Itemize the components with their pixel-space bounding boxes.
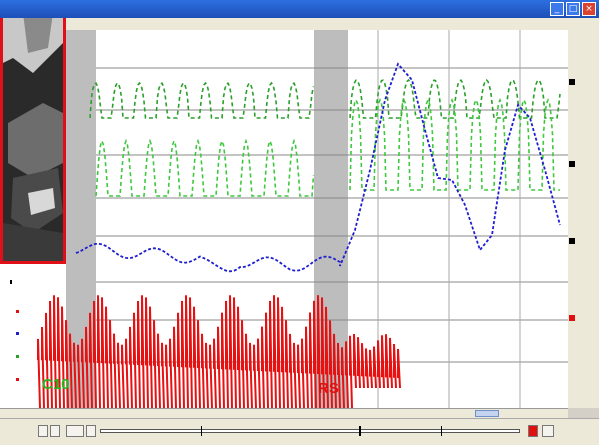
waveform-svg [37,30,568,408]
horizontal-scrollbar[interactable] [0,408,568,419]
trace-3-line [75,62,561,273]
nav-prev-button[interactable] [50,425,60,437]
video-inset [0,0,66,264]
trace-4-line [37,295,401,408]
bottom-toolbar [0,418,599,445]
channel-label-2[interactable] [569,158,597,170]
settings-button[interactable] [542,425,554,437]
nav-first-button[interactable] [38,425,48,437]
channel-label-4[interactable] [569,312,597,324]
channel-label-3[interactable] [569,235,597,247]
stage-label-c10: C10 [42,376,70,393]
record-button[interactable] [528,425,538,437]
stage-label-rs: RS [318,380,339,397]
nav-next-button[interactable] [86,425,96,437]
left-axis-markers [0,280,30,430]
trace-2-line [95,97,560,197]
menu-bar [66,18,599,30]
video-frame-image [3,3,63,261]
channel-label-panel [568,30,599,408]
window-titlebar: _ □ × [0,0,599,18]
minimize-button[interactable]: _ [550,2,564,16]
scrollbar-thumb[interactable] [475,410,499,417]
trace-1-line [89,78,561,119]
channel-label-1[interactable] [569,76,597,88]
maximize-button[interactable]: □ [566,2,580,16]
timeline-track[interactable] [100,426,520,436]
close-button[interactable]: × [582,2,596,16]
waveform-plot[interactable]: C10 RS [0,30,569,408]
nav-play-button[interactable] [66,425,84,437]
grid-vertical [377,30,521,408]
